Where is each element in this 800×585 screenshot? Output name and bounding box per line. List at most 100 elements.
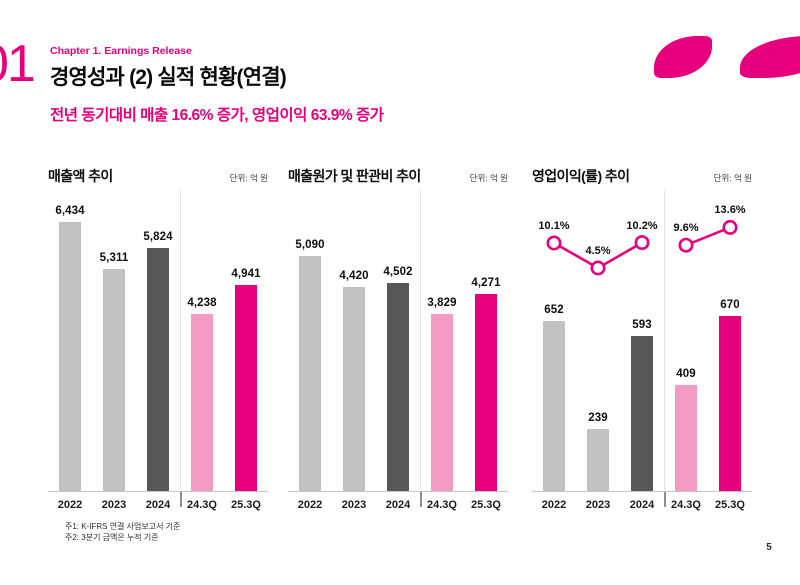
trend-value-label: 10.1% xyxy=(538,220,570,232)
bar-25.3Q xyxy=(719,316,741,492)
period-divider-tick xyxy=(663,492,666,507)
bar-column-24.3Q: 4,238 xyxy=(180,190,224,492)
bar-value-label: 3,829 xyxy=(427,297,457,309)
bar-25.3Q xyxy=(235,285,257,492)
period-divider xyxy=(664,190,665,491)
bar-2022 xyxy=(59,222,81,492)
chart-title: 매출액 추이 xyxy=(48,168,113,184)
bar-2022 xyxy=(299,256,321,492)
bars-container: 6,434 5,311 5,824 4,238 4,941 xyxy=(48,190,268,492)
x-axis-labels: 2022 2023 2024 24.3Q 25.3Q xyxy=(48,492,268,514)
x-axis-label-2023: 2023 xyxy=(341,499,367,511)
plot-area: 652 239 593 409 670 2022 2023 2024 24.3Q 25.3Q 1… xyxy=(532,190,752,511)
period-divider xyxy=(420,190,421,491)
bar-value-label: 5,311 xyxy=(99,252,129,264)
chart-title: 매출원가 및 판관비 추이 xyxy=(288,168,421,184)
bar-2022 xyxy=(543,321,565,492)
chart-title: 영업이익(률) 추이 xyxy=(532,168,630,184)
bar-value-label: 670 xyxy=(720,299,740,311)
trend-value-label: 13.6% xyxy=(714,204,746,217)
bar-value-label: 652 xyxy=(544,304,564,316)
trend-value-label: 9.6% xyxy=(673,222,699,235)
bar-2024 xyxy=(631,336,653,492)
x-axis-labels: 2022 2023 2024 24.3Q 25.3Q xyxy=(532,492,752,514)
chart-cost: 매출원가 및 판관비 추이 단위: 억 원 5,090 4,420 4,502 3,8… xyxy=(288,156,508,511)
bar-value-label: 239 xyxy=(588,412,608,424)
footnote-2: 주2: 3분기 금액은 누적 기준 xyxy=(65,533,159,542)
bar-2023 xyxy=(343,287,365,492)
x-axis-label-24.3Q: 24.3Q xyxy=(671,499,701,511)
bar-column-2024: 593 xyxy=(620,190,664,492)
chart-unit-label: 단위: 억 원 xyxy=(229,173,268,183)
plot-area: 6,434 5,311 5,824 4,238 4,941 2022 2023 2024 24… xyxy=(48,190,268,511)
x-axis-label-24.3Q: 24.3Q xyxy=(187,499,217,511)
trend-value-label: 10.2% xyxy=(626,219,658,232)
x-axis-line xyxy=(48,491,268,492)
chapter-number: 01 xyxy=(0,35,36,93)
bar-column-2023: 4,420 xyxy=(332,190,376,492)
bar-value-label: 6,434 xyxy=(55,205,85,217)
footnote-1: 주1: K-IFRS 연결 사업보고서 기준 xyxy=(65,522,181,531)
bar-2023 xyxy=(587,429,609,492)
x-axis-label-25.3Q: 25.3Q xyxy=(471,499,501,511)
bar-2023 xyxy=(103,269,125,492)
bar-value-label: 5,090 xyxy=(295,239,325,251)
bar-value-label: 4,941 xyxy=(231,268,261,280)
x-axis-label-2023: 2023 xyxy=(585,499,611,511)
bars-container: 5,090 4,420 4,502 3,829 4,271 xyxy=(288,190,508,492)
x-axis-label-24.3Q: 24.3Q xyxy=(427,499,457,511)
x-axis-label-25.3Q: 25.3Q xyxy=(715,499,745,511)
bar-column-2023: 5,311 xyxy=(92,190,136,492)
leaf-decoration-1 xyxy=(654,36,712,78)
bar-value-label: 4,271 xyxy=(471,277,501,289)
plot-area: 5,090 4,420 4,502 3,829 4,271 2022 2023 2024 24… xyxy=(288,190,508,511)
bar-24.3Q xyxy=(431,314,453,492)
x-axis-line xyxy=(532,491,752,492)
x-axis-labels: 2022 2023 2024 24.3Q 25.3Q xyxy=(288,492,508,514)
x-axis-label-2022: 2022 xyxy=(57,499,83,511)
bar-2024 xyxy=(147,248,169,492)
footnotes: 주1: K-IFRS 연결 사업보고서 기준 주2: 3분기 금액은 누적 기준 xyxy=(65,521,180,543)
chart-unit-label: 단위: 억 원 xyxy=(469,173,508,183)
trend-value-label: 4.5% xyxy=(585,245,611,257)
bar-value-label: 4,420 xyxy=(339,270,369,282)
bar-value-label: 5,824 xyxy=(143,231,173,243)
x-axis-label-2022: 2022 xyxy=(297,499,323,511)
x-axis-label-2023: 2023 xyxy=(101,499,127,511)
chart-header: 매출액 추이 단위: 억 원 xyxy=(48,156,268,186)
bars-container: 652 239 593 409 670 xyxy=(532,190,752,492)
chart-revenue: 매출액 추이 단위: 억 원 6,434 5,311 5,824 4,238 4,941… xyxy=(48,156,268,511)
period-divider-tick xyxy=(179,492,182,507)
x-axis-label-2024: 2024 xyxy=(385,499,411,511)
x-axis-label-2024: 2024 xyxy=(145,499,171,511)
bar-value-label: 409 xyxy=(676,368,696,380)
bar-column-2022: 652 xyxy=(532,190,576,492)
bar-24.3Q xyxy=(191,314,213,492)
page-subtitle: 전년 동기대비 매출 16.6% 증가, 영업이익 63.9% 증가 xyxy=(50,107,384,124)
bar-column-24.3Q: 409 xyxy=(664,190,708,492)
x-axis-label-25.3Q: 25.3Q xyxy=(231,499,261,511)
x-axis-label-2022: 2022 xyxy=(541,499,567,511)
bar-column-2023: 239 xyxy=(576,190,620,492)
bar-24.3Q xyxy=(675,385,697,492)
bar-2024 xyxy=(387,283,409,492)
chart-header: 영업이익(률) 추이 단위: 억 원 xyxy=(532,156,752,186)
x-axis-line xyxy=(288,491,508,492)
bar-column-2024: 4,502 xyxy=(376,190,420,492)
chapter-label: Chapter 1. Earnings Release xyxy=(50,45,192,57)
page-number: 5 xyxy=(766,542,772,553)
page-title: 경영성과 (2) 실적 현황(연결) xyxy=(50,66,287,89)
bar-value-label: 593 xyxy=(632,319,652,331)
bar-column-2024: 5,824 xyxy=(136,190,180,492)
bar-25.3Q xyxy=(475,294,497,492)
bar-column-25.3Q: 4,271 xyxy=(464,190,508,492)
bar-column-24.3Q: 3,829 xyxy=(420,190,464,492)
chart-unit-label: 단위: 억 원 xyxy=(713,173,752,183)
bar-column-25.3Q: 670 xyxy=(708,190,752,492)
leaf-decoration-2 xyxy=(740,36,800,78)
chart-operating-profit: 영업이익(률) 추이 단위: 억 원 652 239 593 409 670 2022 2… xyxy=(532,156,752,511)
x-axis-label-2024: 2024 xyxy=(629,499,655,511)
bar-column-2022: 5,090 xyxy=(288,190,332,492)
bar-value-label: 4,502 xyxy=(383,266,413,278)
